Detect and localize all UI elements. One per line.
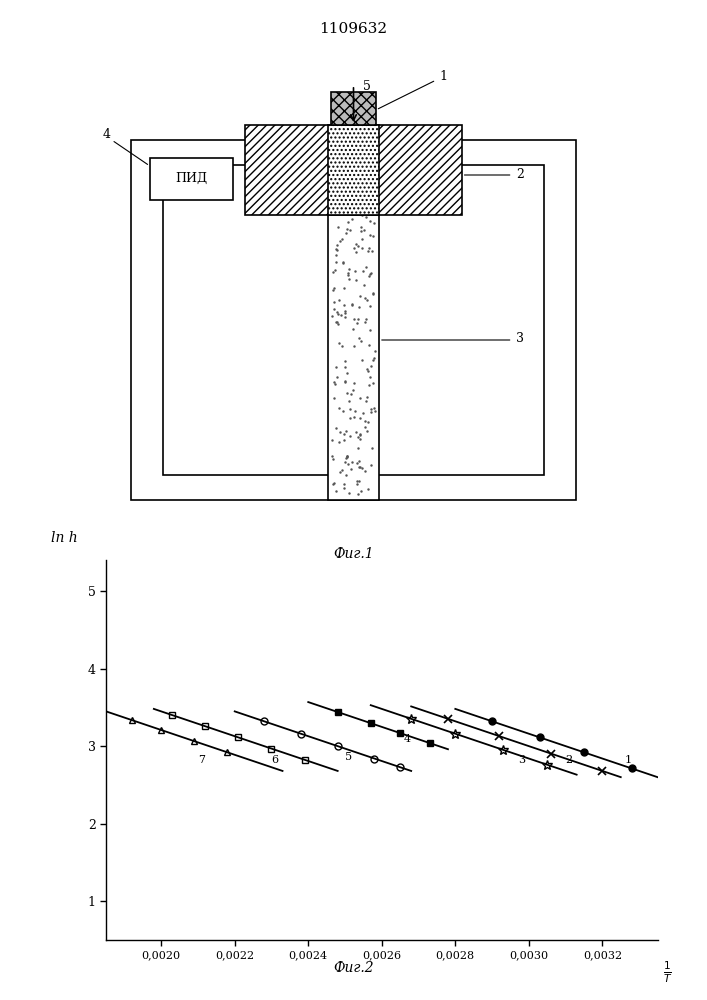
Text: Фиг.2: Фиг.2 <box>333 961 374 975</box>
Text: 1: 1 <box>440 70 448 83</box>
Text: 5: 5 <box>345 752 352 762</box>
Text: 6: 6 <box>271 755 279 765</box>
Text: 3: 3 <box>518 755 525 765</box>
Text: 5: 5 <box>363 80 371 93</box>
Bar <box>332 93 376 125</box>
Text: ln h: ln h <box>51 531 78 545</box>
Bar <box>245 125 462 215</box>
Bar <box>150 157 233 200</box>
Text: 1: 1 <box>624 755 631 765</box>
Text: $\frac{1}{T}$: $\frac{1}{T}$ <box>663 959 672 985</box>
Bar <box>163 165 544 475</box>
Text: Фиг.1: Фиг.1 <box>333 548 374 562</box>
Text: 4: 4 <box>103 127 110 140</box>
Text: 1109632: 1109632 <box>320 22 387 36</box>
Text: 7: 7 <box>198 755 205 765</box>
Text: 2: 2 <box>566 755 573 765</box>
Bar <box>131 140 576 500</box>
Bar <box>328 140 379 500</box>
Text: 3: 3 <box>516 332 524 346</box>
Text: ПИД: ПИД <box>175 172 207 185</box>
Bar <box>328 125 379 215</box>
Text: 4: 4 <box>404 734 411 744</box>
Text: 2: 2 <box>516 167 524 180</box>
